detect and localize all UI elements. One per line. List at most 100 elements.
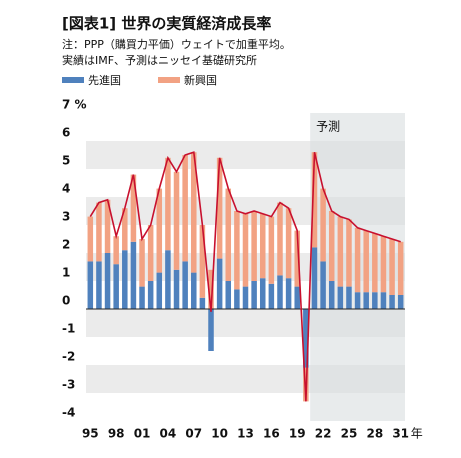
bar	[303, 309, 309, 368]
bar	[320, 261, 326, 309]
bar	[191, 152, 197, 273]
y-tick-label: 6	[62, 126, 70, 140]
bar	[165, 157, 171, 251]
x-tick-label: 28	[366, 427, 383, 441]
bar	[337, 286, 344, 309]
note: 実績はIMF、予測はニッセイ基礎研究所	[62, 53, 257, 67]
bar	[96, 261, 102, 309]
bar	[389, 295, 395, 309]
bar	[389, 239, 395, 295]
y-tick-label: -3	[62, 378, 75, 392]
y-tick-label: -2	[62, 350, 75, 364]
bar	[216, 157, 223, 259]
bar	[104, 199, 111, 253]
bar	[363, 230, 369, 293]
bar	[268, 283, 275, 309]
bar	[346, 219, 352, 287]
bar	[182, 155, 188, 262]
bar	[320, 188, 326, 262]
x-tick-label: 19	[289, 427, 306, 441]
bar	[156, 272, 163, 309]
y-tick-label: 1	[62, 266, 70, 280]
bar	[234, 211, 240, 290]
x-tick-label: 07	[185, 427, 202, 441]
x-tick-label: 10	[211, 427, 228, 441]
bar	[130, 241, 137, 309]
forecast-label: 予測	[316, 120, 340, 134]
bar	[277, 202, 283, 276]
bar	[397, 241, 404, 295]
chart-title: [図表1] 世界の実質経済成長率	[62, 15, 271, 33]
bar	[165, 250, 171, 309]
y-tick-label: 5	[62, 154, 70, 168]
x-tick-label: 22	[315, 427, 332, 441]
y-tick-label: 3	[62, 210, 70, 224]
bar	[328, 281, 335, 309]
bar	[147, 281, 154, 309]
bar	[397, 295, 404, 309]
y-tick-label: 7 %	[62, 98, 87, 112]
legend-label: 新興国	[184, 73, 217, 87]
bar	[268, 216, 275, 284]
x-tick-label: 13	[237, 427, 254, 441]
bar	[104, 253, 111, 309]
bar	[208, 269, 214, 309]
bar	[251, 281, 257, 309]
x-tick-label: 95	[82, 427, 99, 441]
x-tick-label: 98	[108, 427, 125, 441]
note: 注：PPP（購買力平価）ウェイトで加重平均。	[62, 37, 291, 51]
bar	[191, 272, 197, 309]
x-tick-label: 31	[392, 427, 409, 441]
bar	[130, 174, 137, 242]
bar	[113, 236, 119, 265]
bar	[225, 281, 232, 309]
bar	[96, 202, 102, 262]
bar	[354, 227, 361, 293]
bar	[242, 286, 249, 309]
bar	[173, 171, 180, 270]
bar	[380, 236, 387, 293]
x-tick-label: 25	[341, 427, 358, 441]
bar	[328, 211, 335, 281]
bar	[182, 261, 188, 309]
bar	[225, 188, 232, 281]
bar	[354, 292, 361, 309]
x-unit: 年	[411, 427, 423, 441]
bar	[216, 258, 223, 309]
total-line	[89, 151, 401, 402]
bar	[122, 250, 128, 309]
bar	[139, 239, 145, 287]
bar	[259, 213, 266, 279]
x-tick-label: 16	[263, 427, 280, 441]
bar	[139, 286, 145, 309]
bar	[199, 297, 206, 309]
bar	[122, 208, 128, 251]
bar	[113, 264, 119, 309]
legend-swatch	[158, 77, 180, 83]
bar	[173, 269, 180, 309]
bar	[346, 286, 352, 309]
y-tick-label: 0	[62, 294, 70, 308]
y-tick-label: -1	[62, 322, 75, 336]
bar	[87, 261, 94, 309]
bar	[156, 188, 163, 273]
bar	[234, 289, 240, 309]
bar	[277, 275, 283, 309]
bar	[87, 216, 94, 262]
bar	[285, 278, 292, 309]
bar	[363, 292, 369, 309]
bar	[311, 152, 318, 248]
bar	[208, 309, 214, 351]
bar	[294, 286, 300, 309]
y-tick-label: 2	[62, 238, 70, 252]
bar	[259, 278, 266, 309]
legend-swatch	[62, 77, 84, 83]
bar	[380, 292, 387, 309]
bar	[337, 216, 344, 287]
bar	[285, 208, 292, 279]
bar	[372, 292, 378, 309]
bar	[251, 211, 257, 281]
bar	[199, 225, 206, 298]
y-tick-label: -4	[62, 406, 75, 420]
